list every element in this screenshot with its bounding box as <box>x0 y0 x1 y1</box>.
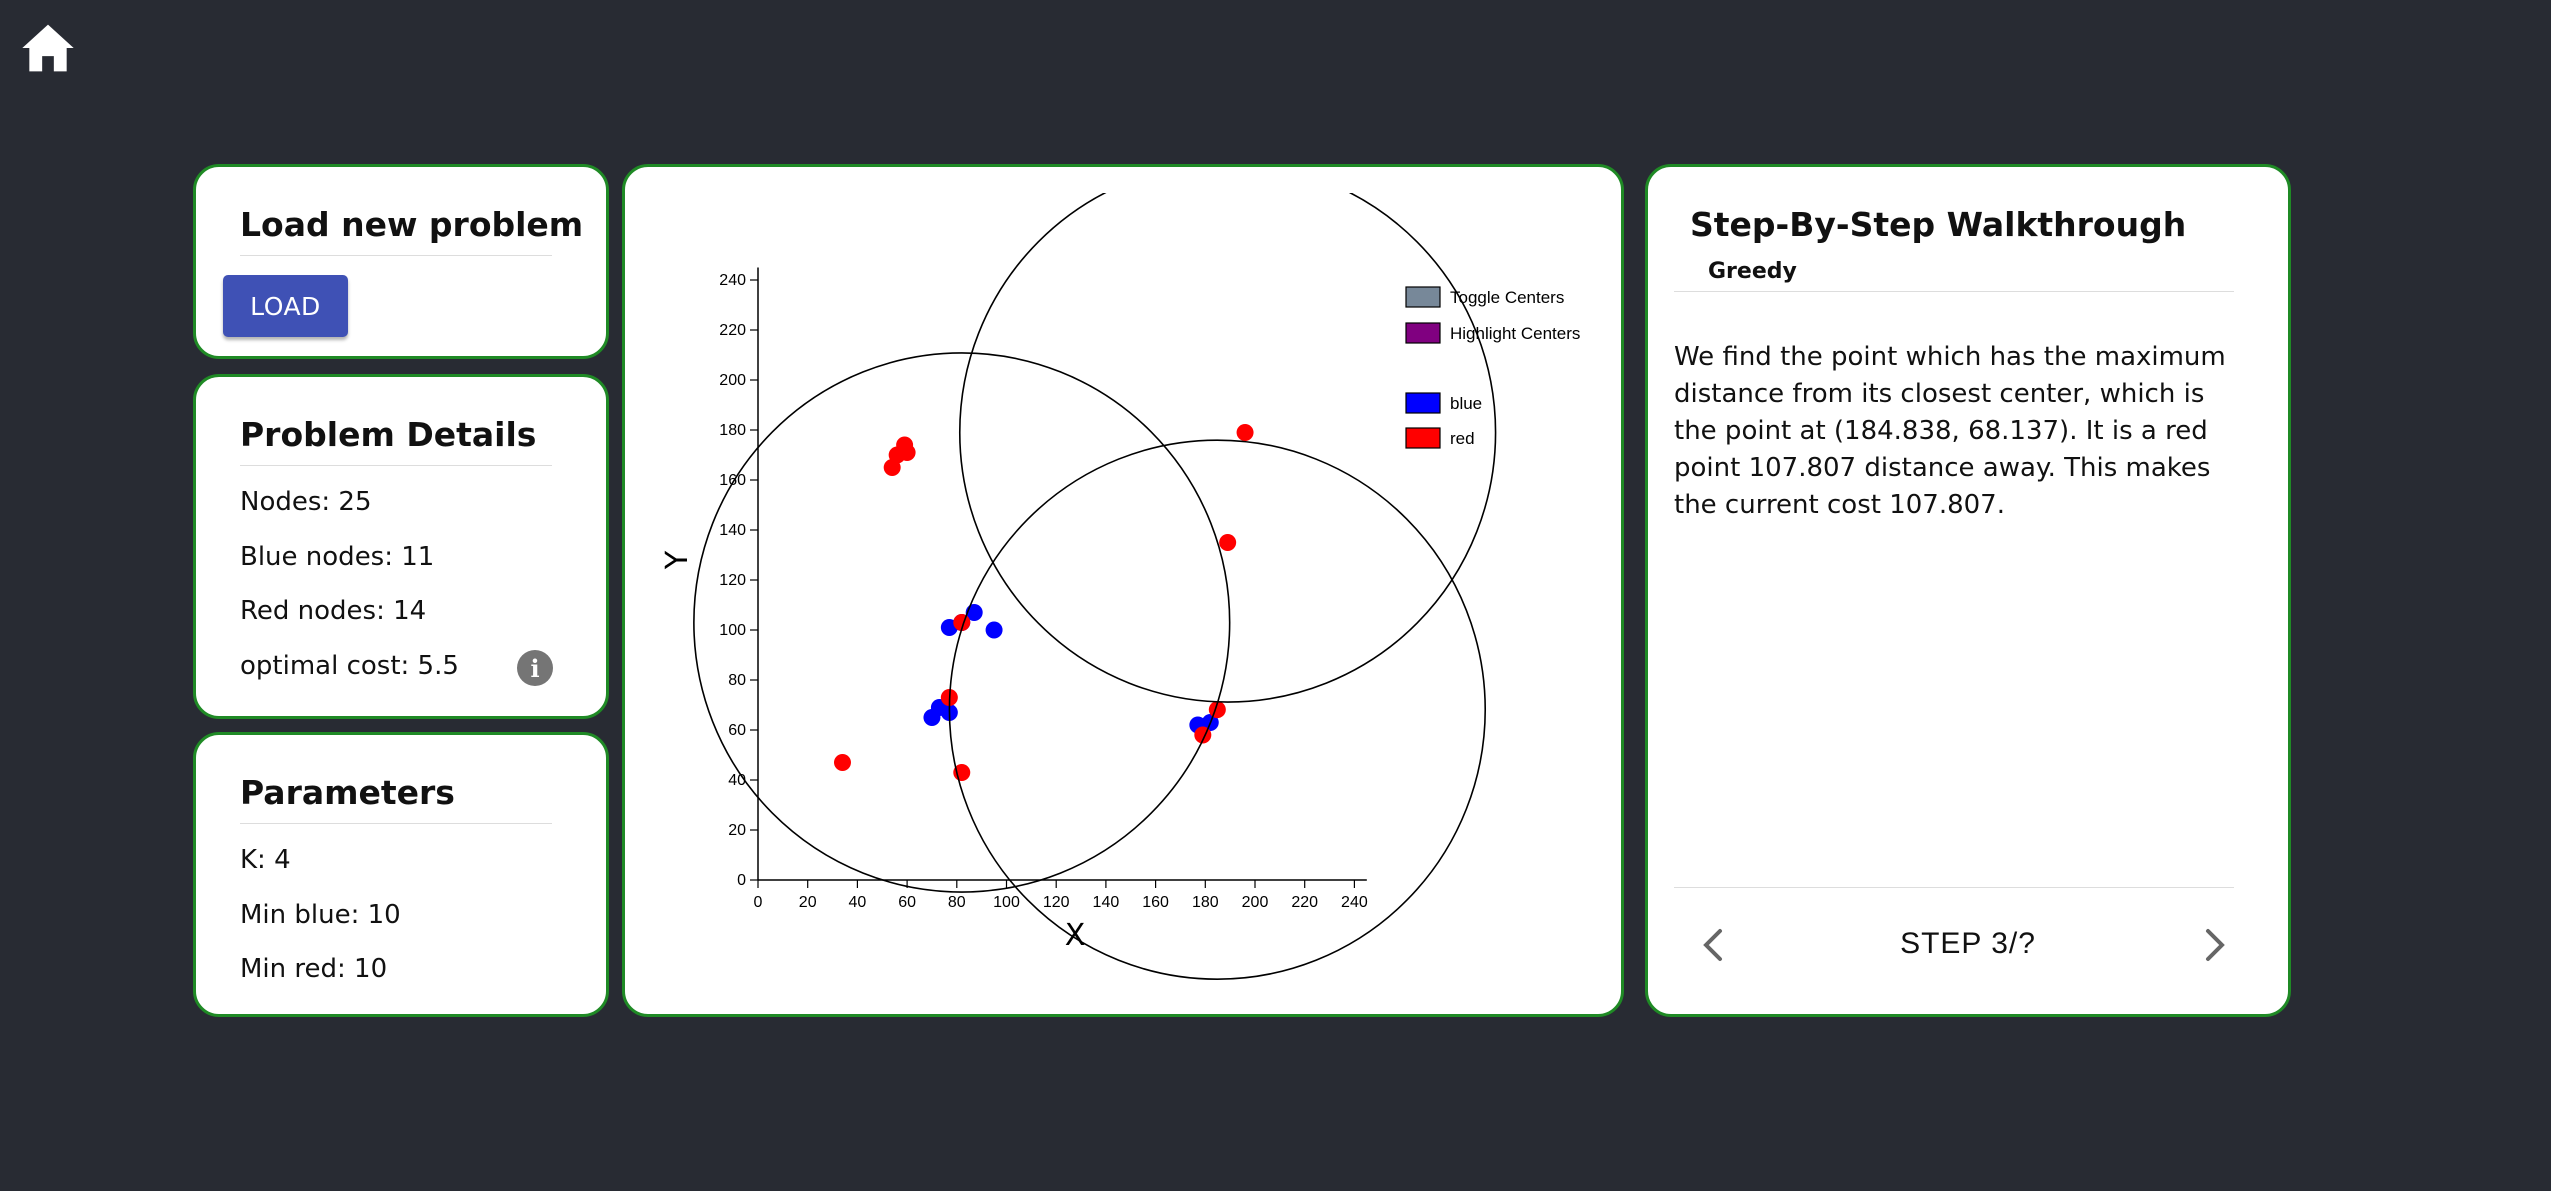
center-circle <box>693 352 1231 893</box>
load-problem-card: Load new problem LOAD <box>193 164 609 359</box>
scatter-plot: 0 20 40 60 80 100 120 140 160 180 200 220 240 0 20 40 60… <box>660 193 1580 980</box>
legend-swatch-highlight-centers[interactable] <box>1405 322 1441 344</box>
x-tick-label: 120 <box>1043 894 1070 911</box>
x-tick-label: 100 <box>993 894 1020 911</box>
y-tick-label: 180 <box>719 422 746 439</box>
nodes-count: Nodes: 25 <box>240 487 372 517</box>
problem-details-card: Problem Details Nodes: 25 Blue nodes: 11… <box>193 374 609 719</box>
red-point <box>833 754 851 771</box>
y-tick-label: 100 <box>719 622 746 639</box>
x-tick-label: 140 <box>1093 894 1120 911</box>
blue-point <box>985 621 1003 639</box>
chevron-left-icon <box>1703 929 1722 961</box>
legend-swatch-blue <box>1405 392 1441 414</box>
y-axis-label: Y <box>660 550 695 570</box>
optimal-cost: optimal cost: 5.5 <box>240 651 459 681</box>
card-title: Step-By-Step Walkthrough <box>1690 205 2187 244</box>
step-indicator: STEP 3/? <box>1900 927 2036 960</box>
parameters-card: Parameters K: 4 Min blue: 10 Min red: 10 <box>193 732 609 1017</box>
legend-label[interactable]: Highlight Centers <box>1450 324 1580 343</box>
y-tick-label: 40 <box>728 772 746 789</box>
y-tick-label: 80 <box>728 672 746 689</box>
y-tick-label: 60 <box>728 722 746 739</box>
divider <box>1674 291 2234 292</box>
x-tick-label: 60 <box>898 894 916 911</box>
info-icon[interactable]: i <box>517 650 553 686</box>
x-tick-label: 40 <box>849 894 867 911</box>
y-tick-label: 240 <box>719 272 746 289</box>
x-tick-label: 180 <box>1192 894 1219 911</box>
min-blue-param: Min blue: 10 <box>240 900 401 930</box>
legend-label: blue <box>1450 394 1482 413</box>
chevron-right-icon <box>2206 929 2225 961</box>
blue-nodes-count: Blue nodes: 11 <box>240 542 435 572</box>
home-button[interactable] <box>20 22 76 74</box>
x-tick-label: 240 <box>1341 894 1368 911</box>
algorithm-name: Greedy <box>1708 259 1797 284</box>
center-circle <box>959 193 1497 703</box>
divider <box>240 465 552 466</box>
divider <box>240 255 552 256</box>
y-tick-label: 160 <box>719 472 746 489</box>
y-tick-label: 20 <box>728 822 746 839</box>
card-title: Problem Details <box>240 415 537 454</box>
legend-label[interactable]: Toggle Centers <box>1450 288 1564 307</box>
y-tick-label: 140 <box>719 522 746 539</box>
load-button[interactable]: LOAD <box>223 275 348 337</box>
x-tick-label: 80 <box>948 894 966 911</box>
x-axis-label: X <box>1065 918 1086 953</box>
walkthrough-card: Step-By-Step Walkthrough Greedy We find … <box>1645 164 2291 1017</box>
red-point <box>1236 424 1254 441</box>
legend-label: red <box>1450 429 1475 448</box>
x-tick-label: 220 <box>1291 894 1318 911</box>
red-point <box>883 459 901 476</box>
step-description: We find the point which has the maximum … <box>1674 342 2226 520</box>
card-title: Load new problem <box>240 205 584 244</box>
divider <box>240 823 552 824</box>
y-tick-label: 200 <box>719 372 746 389</box>
plot-card: 0 20 40 60 80 100 120 140 160 180 200 220 240 0 20 40 60… <box>622 164 1624 1017</box>
k-param: K: 4 <box>240 845 291 875</box>
y-tick-label: 0 <box>737 872 746 889</box>
x-tick-label: 200 <box>1242 894 1269 911</box>
home-icon <box>22 24 74 72</box>
divider <box>1674 887 2234 888</box>
red-nodes-count: Red nodes: 14 <box>240 596 427 626</box>
y-tick-label: 120 <box>719 572 746 589</box>
prev-step-button[interactable] <box>1692 923 1736 967</box>
legend-swatch-red <box>1405 427 1441 449</box>
min-red-param: Min red: 10 <box>240 954 388 984</box>
x-tick-label: 160 <box>1142 894 1169 911</box>
card-title: Parameters <box>240 773 455 812</box>
red-point <box>1219 534 1237 551</box>
red-point <box>898 444 916 461</box>
x-tick-label: 0 <box>754 894 763 911</box>
legend-swatch-toggle-centers[interactable] <box>1405 286 1441 308</box>
y-tick-label: 220 <box>719 322 746 339</box>
center-circle <box>948 439 1487 980</box>
x-tick-label: 20 <box>799 894 817 911</box>
next-step-button[interactable] <box>2192 923 2236 967</box>
